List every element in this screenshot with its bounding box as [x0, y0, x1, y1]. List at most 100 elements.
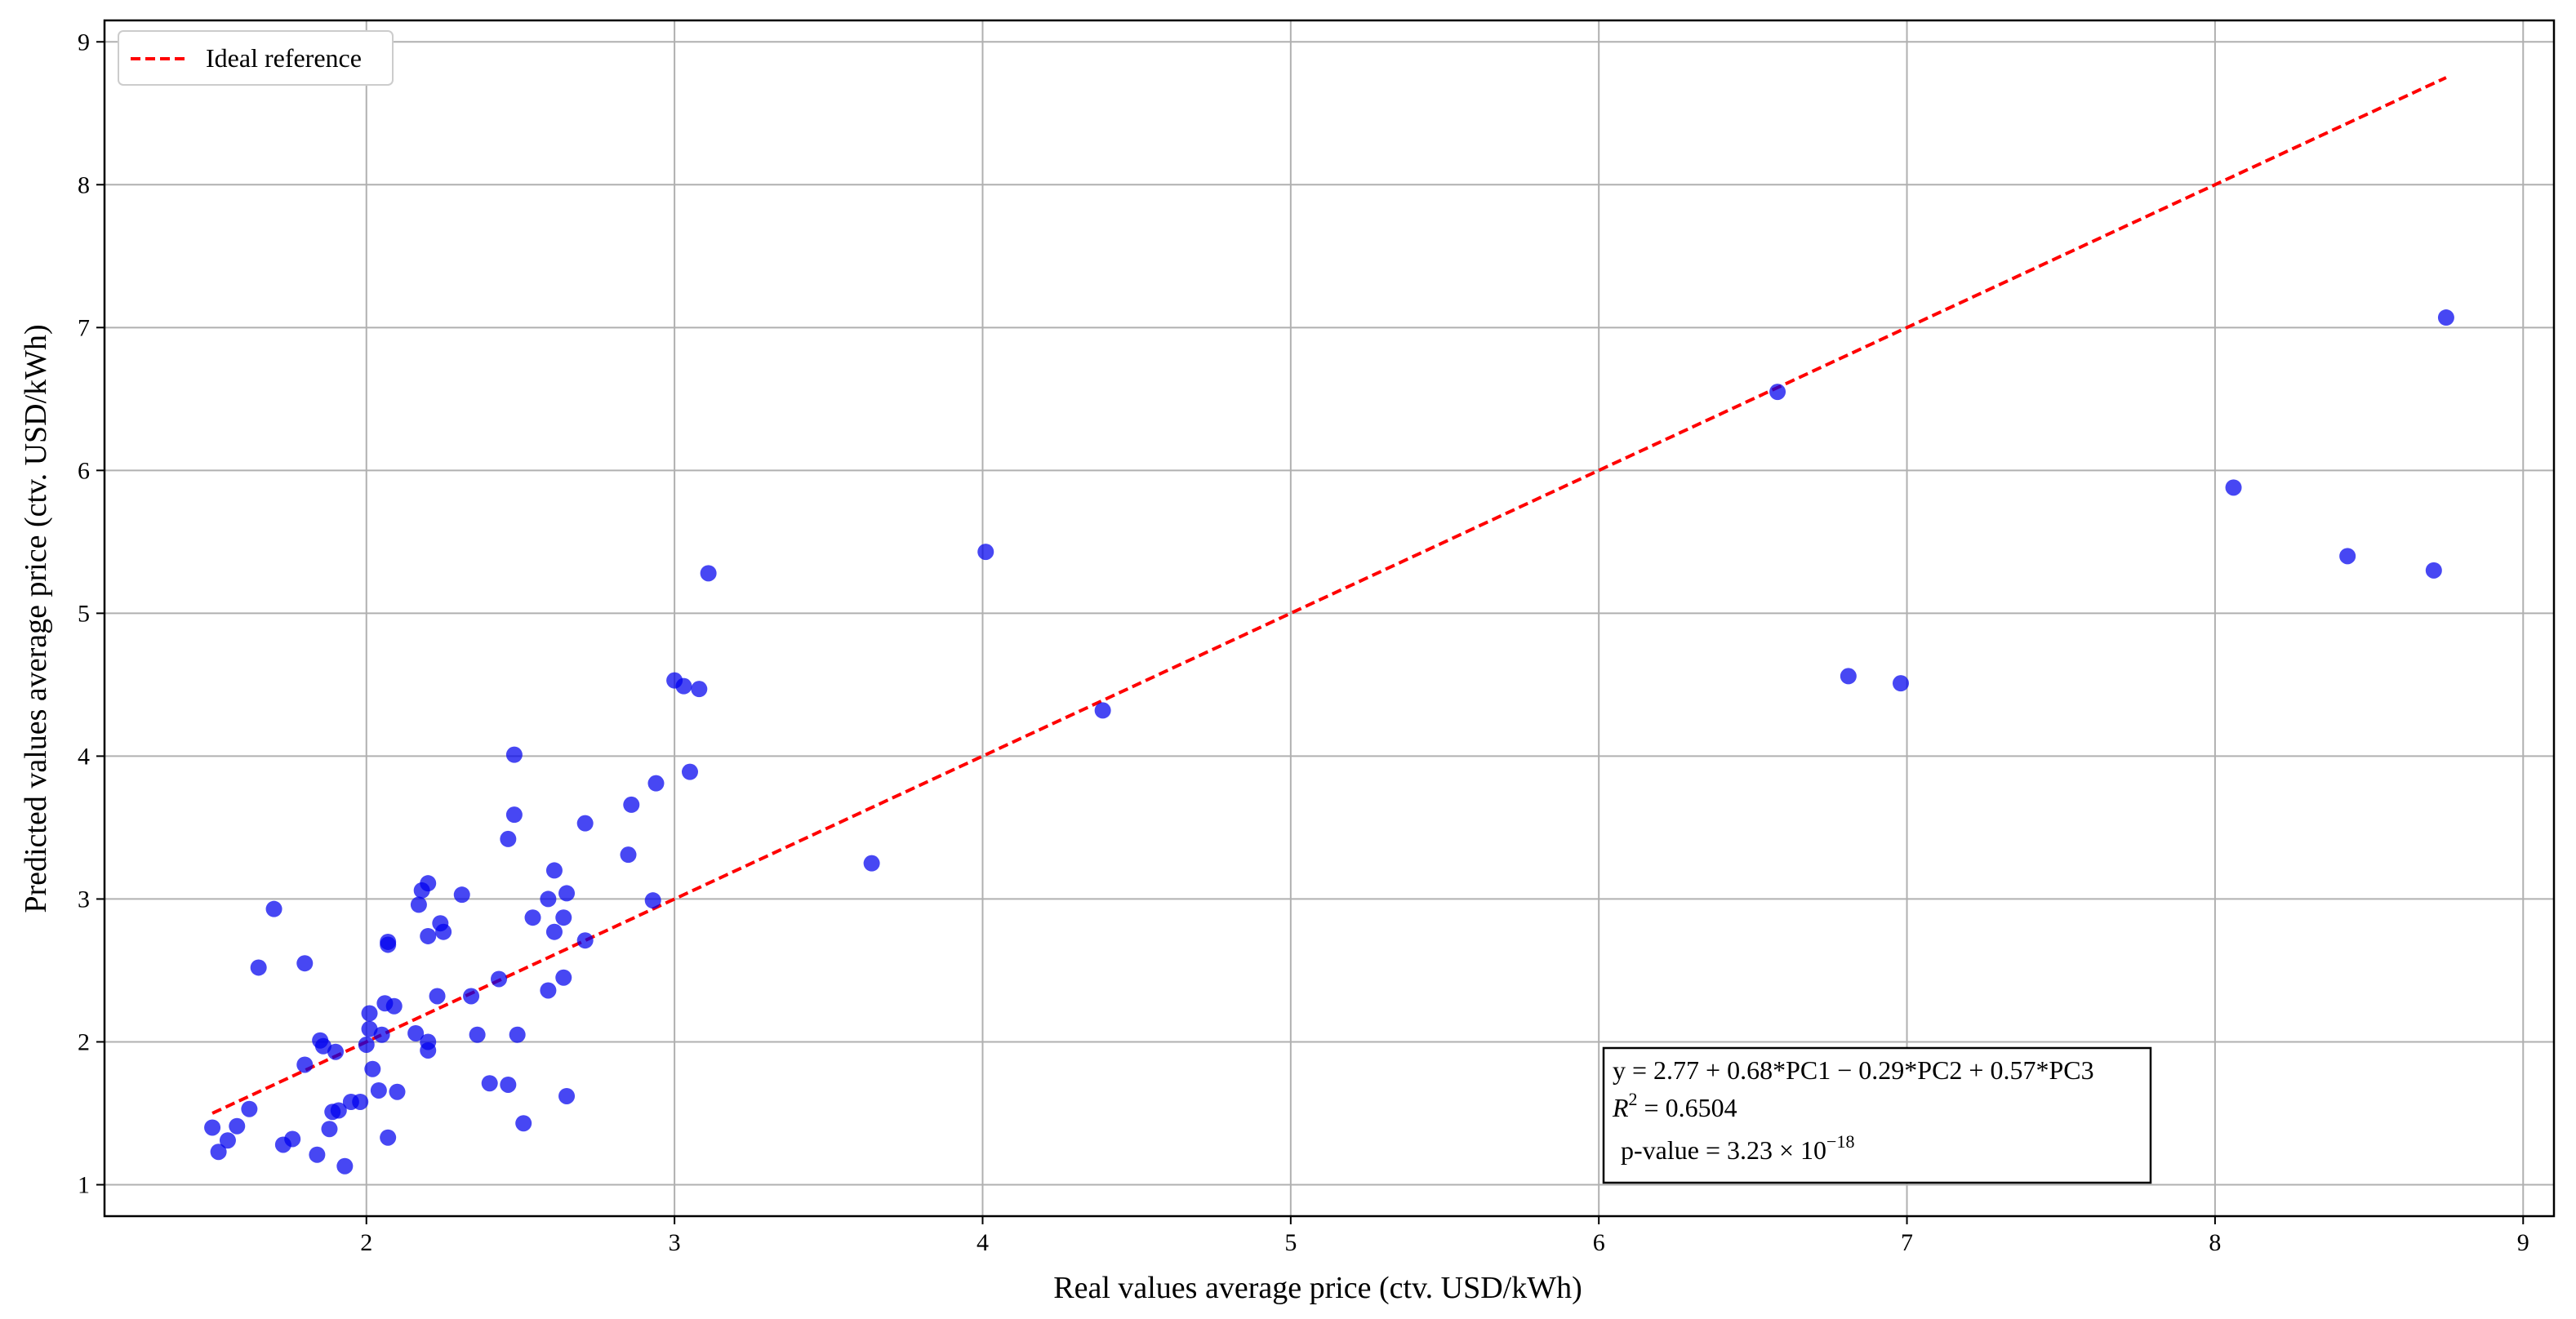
y-tick-label: 9: [78, 29, 90, 56]
data-point: [1769, 384, 1786, 401]
data-point: [389, 1083, 406, 1100]
data-point: [250, 959, 267, 976]
x-tick-label: 7: [1901, 1229, 1913, 1256]
data-point: [336, 1157, 354, 1175]
annotation-box: [1602, 1046, 2152, 1184]
p-value-exponent: −18: [1826, 1131, 1854, 1152]
data-point: [2425, 562, 2442, 579]
x-tick-label: 6: [1593, 1229, 1605, 1256]
data-point: [2339, 548, 2356, 565]
data-point: [241, 1100, 258, 1117]
data-point: [1840, 668, 1857, 685]
data-point: [691, 681, 708, 698]
y-tick-label: 6: [78, 457, 90, 484]
data-point: [558, 885, 576, 902]
data-point: [977, 544, 994, 561]
data-point: [364, 1060, 381, 1077]
y-tick-label: 1: [78, 1171, 90, 1198]
r-squared-value: = 0.6504: [1638, 1093, 1737, 1122]
data-point: [576, 932, 594, 949]
data-point: [296, 1056, 314, 1073]
p-value: p-value = 3.23 × 10−18: [1621, 1131, 1854, 1165]
p-value-prefix: p-value = 3.23 × 10: [1621, 1135, 1826, 1165]
data-point: [435, 923, 452, 940]
ideal-reference-line: [211, 76, 2447, 1115]
data-point: [675, 677, 692, 695]
data-point: [2225, 479, 2242, 496]
legend-box: [118, 30, 394, 86]
data-point: [1893, 675, 1909, 692]
data-point: [327, 1043, 345, 1060]
data-point: [555, 969, 572, 986]
data-point: [540, 982, 557, 999]
y-tick-label: 3: [78, 886, 90, 913]
data-point: [370, 1081, 387, 1099]
regression-equation: y = 2.77 + 0.68*PC1 − 0.29*PC2 + 0.57*PC…: [1613, 1055, 2094, 1085]
data-point: [509, 1026, 526, 1043]
data-point: [229, 1117, 246, 1135]
data-point: [330, 1102, 347, 1119]
data-point: [309, 1146, 326, 1163]
data-point: [545, 862, 563, 879]
data-point: [265, 900, 283, 917]
data-point: [204, 1119, 221, 1136]
data-point: [380, 1129, 397, 1146]
y-tick-label: 2: [78, 1028, 90, 1055]
data-point: [1094, 702, 1111, 719]
x-tick-label: 5: [1284, 1229, 1297, 1256]
plot-frame: [103, 19, 2556, 1218]
data-point: [524, 909, 541, 926]
data-point: [453, 886, 470, 904]
data-point: [321, 1121, 338, 1138]
data-point: [469, 1026, 486, 1043]
data-point: [644, 892, 661, 909]
x-tick-label: 2: [360, 1229, 372, 1256]
reference-line-layer: [211, 76, 2447, 1115]
data-point: [210, 1144, 227, 1161]
data-points: [204, 309, 2454, 1175]
data-point: [407, 1024, 425, 1041]
data-point: [555, 909, 572, 926]
data-point: [361, 1005, 378, 1022]
data-point: [700, 565, 717, 582]
legend: Ideal reference: [118, 30, 394, 86]
data-point: [623, 796, 640, 813]
data-point: [429, 988, 446, 1005]
data-point: [314, 1037, 331, 1055]
y-tick-label: 5: [78, 600, 90, 627]
data-point: [515, 1115, 532, 1132]
data-point: [420, 927, 437, 944]
data-point: [296, 955, 314, 972]
data-point: [284, 1130, 301, 1148]
data-point: [545, 923, 563, 940]
data-point: [361, 1020, 378, 1037]
y-tick-label: 7: [78, 314, 90, 341]
x-tick-label: 4: [977, 1229, 989, 1256]
y-axis-label: Predicted values average price (ctv. USD…: [19, 324, 53, 913]
x-axis-ticks: 2 3 4 5 6 7 8 9: [360, 1216, 2529, 1256]
data-point: [420, 875, 437, 892]
data-point: [620, 846, 637, 864]
data-point: [505, 746, 523, 763]
data-point: [491, 970, 508, 988]
r-squared-symbol: R: [1612, 1093, 1629, 1122]
data-point: [558, 1087, 576, 1104]
data-point: [219, 1132, 236, 1149]
r-squared: R2 = 0.6504: [1612, 1089, 1737, 1122]
data-point: [500, 1076, 517, 1093]
data-point: [863, 855, 880, 872]
x-axis-label: Real values average price (ctv. USD/kWh): [1053, 1271, 1582, 1305]
data-point: [420, 1041, 437, 1059]
y-tick-label: 8: [78, 171, 90, 198]
data-point: [352, 1093, 369, 1110]
data-point: [540, 890, 557, 908]
y-axis-ticks: 1 2 3 4 5 6 7 8 9: [78, 29, 105, 1198]
regression-annotation: y = 2.77 + 0.68*PC1 − 0.29*PC2 + 0.57*PC…: [1602, 1046, 2152, 1184]
data-point: [481, 1075, 498, 1092]
data-point: [2437, 309, 2454, 326]
data-point: [358, 1036, 375, 1053]
data-point: [410, 896, 427, 913]
r-squared-exponent: 2: [1629, 1089, 1638, 1109]
x-tick-label: 8: [2209, 1229, 2221, 1256]
